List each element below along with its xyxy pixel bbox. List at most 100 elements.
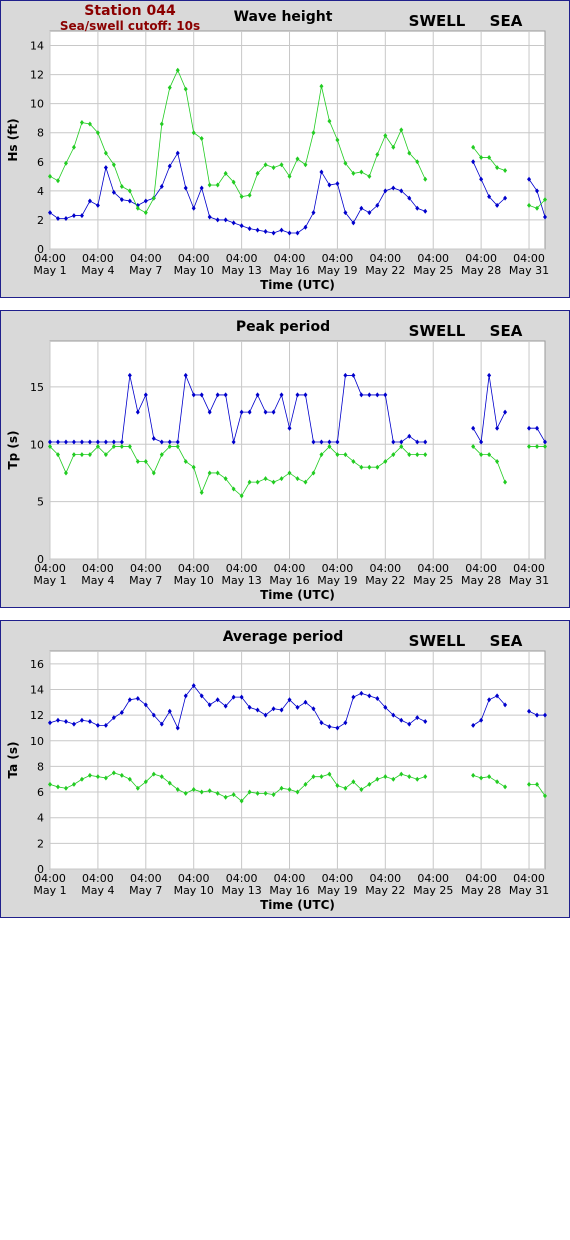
data-point <box>327 724 332 730</box>
data-point <box>471 144 476 150</box>
data-point <box>327 771 332 777</box>
data-point <box>407 150 412 156</box>
y-tick-label: 10 <box>30 98 44 111</box>
data-point <box>95 202 100 208</box>
data-point <box>495 425 500 431</box>
data-point <box>471 444 476 450</box>
data-point <box>423 439 428 445</box>
x-tick-label: 04:00 May 22 <box>365 252 405 277</box>
data-point <box>79 776 84 782</box>
data-point <box>199 489 204 495</box>
data-point <box>103 452 108 458</box>
data-point <box>359 464 364 470</box>
data-point <box>543 712 547 718</box>
data-point <box>503 168 508 174</box>
y-tick-label: 15 <box>30 381 44 394</box>
data-point <box>351 694 356 700</box>
data-point <box>55 452 60 458</box>
data-point <box>95 774 100 780</box>
data-point <box>263 712 268 718</box>
data-point <box>287 470 292 476</box>
data-point <box>287 173 292 179</box>
data-point <box>311 210 316 216</box>
data-point <box>311 706 316 712</box>
data-point <box>423 774 428 780</box>
data-point <box>63 439 68 445</box>
data-point <box>191 130 196 136</box>
data-point <box>239 409 244 415</box>
data-point <box>215 697 220 703</box>
data-point <box>423 452 428 458</box>
data-point <box>527 444 532 450</box>
data-point <box>319 169 324 175</box>
data-point <box>103 722 108 728</box>
data-point <box>167 780 172 786</box>
data-point <box>295 230 300 236</box>
data-point <box>319 83 324 89</box>
data-point <box>183 790 188 796</box>
data-point <box>351 458 356 464</box>
x-tick-label: 04:00 May 1 <box>33 872 66 897</box>
data-point <box>119 197 124 203</box>
data-point <box>471 722 476 728</box>
data-point <box>119 184 124 190</box>
y-tick-label: 6 <box>37 786 44 799</box>
data-point <box>287 786 292 792</box>
data-point <box>359 786 364 792</box>
data-point <box>271 479 276 485</box>
data-point <box>479 154 484 160</box>
data-point <box>351 170 356 176</box>
data-point <box>319 452 324 458</box>
data-point <box>479 775 484 781</box>
data-point <box>375 776 380 782</box>
plot-area <box>49 650 546 870</box>
data-point <box>207 182 212 188</box>
data-point <box>503 784 508 790</box>
data-point <box>183 86 188 92</box>
data-point <box>48 173 52 179</box>
data-point <box>239 194 244 200</box>
legend-label: SWELL <box>409 12 466 30</box>
data-point <box>175 786 180 792</box>
x-tick-label: 04:00 May 28 <box>461 872 501 897</box>
data-point <box>175 444 180 450</box>
data-point <box>239 798 244 804</box>
x-axis-label: Time (UTC) <box>260 278 335 292</box>
data-point <box>255 170 260 176</box>
data-point <box>295 789 300 795</box>
y-tick-label: 10 <box>30 438 44 451</box>
data-point <box>343 785 348 791</box>
data-point <box>271 230 276 236</box>
data-point <box>335 452 340 458</box>
data-point <box>239 694 244 700</box>
data-point <box>391 144 396 150</box>
y-tick-label: 0 <box>37 243 44 256</box>
data-point <box>199 693 204 699</box>
data-point <box>223 392 228 398</box>
data-point <box>295 392 300 398</box>
data-point <box>119 444 124 450</box>
data-point <box>71 452 76 458</box>
data-point <box>383 392 388 398</box>
x-tick-label: 04:00 May 13 <box>221 562 261 587</box>
x-tick-label: 04:00 May 10 <box>174 872 214 897</box>
data-point <box>87 772 92 778</box>
data-point <box>111 444 116 450</box>
y-tick-label: 12 <box>30 69 44 82</box>
data-point <box>415 452 420 458</box>
data-point <box>383 704 388 710</box>
data-point <box>279 227 284 233</box>
data-point <box>63 470 68 476</box>
data-point <box>311 130 316 136</box>
data-point <box>303 224 308 230</box>
x-tick-label: 04:00 May 13 <box>221 252 261 277</box>
data-point <box>175 725 180 731</box>
data-point <box>367 464 372 470</box>
y-axis-label: Tp (s) <box>6 430 20 469</box>
data-point <box>207 214 212 220</box>
data-point <box>303 781 308 787</box>
data-point <box>79 213 84 219</box>
data-point <box>143 458 148 464</box>
data-point <box>407 452 412 458</box>
